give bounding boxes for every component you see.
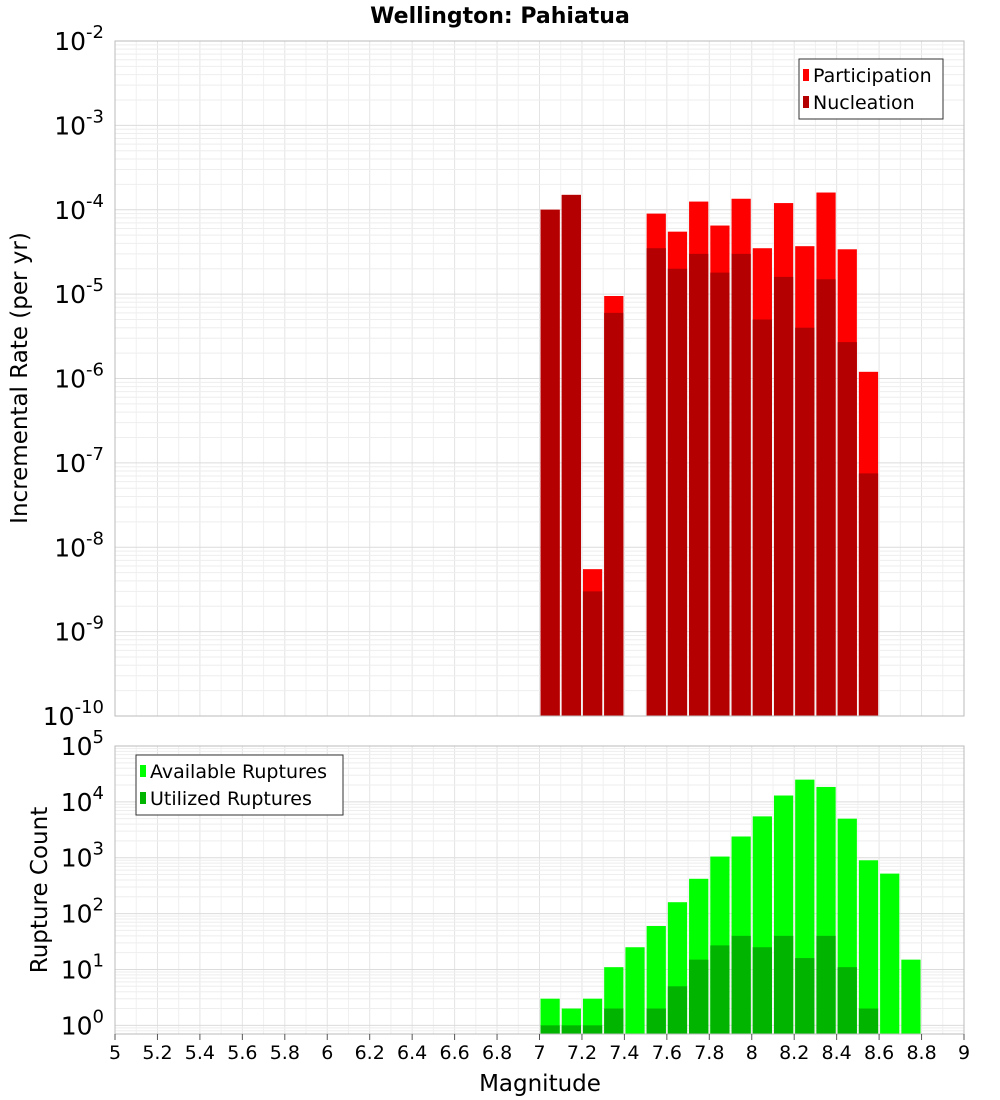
x-tick-label: 5.2 <box>142 1042 172 1064</box>
x-tick-label: 7.8 <box>694 1042 724 1064</box>
bottom-bar-utilized-ruptures <box>752 947 772 1034</box>
top-y-tick-label: 10-9 <box>54 613 104 647</box>
x-axis-ticks: 5 5.2 5.4 5.6 5.8 6 6.2 6.4 6.6 6.8 7 7.2 7.4 7.6 7.8 8… <box>109 1034 970 1064</box>
bottom-y-tick-label: 100 <box>61 1006 104 1040</box>
bottom-legend-swatch <box>140 765 146 777</box>
top-bar-nucleation <box>540 209 560 716</box>
bottom-bar-available-ruptures <box>540 998 560 1034</box>
bottom-y-tick-label: 104 <box>61 783 104 817</box>
bottom-legend <box>135 754 344 816</box>
top-y-tick-label: 10-6 <box>54 360 104 394</box>
top-y-tick-label: 10-5 <box>54 275 104 309</box>
bottom-bar-utilized-ruptures <box>858 1008 879 1034</box>
bottom-y-tick-label: 103 <box>61 839 104 873</box>
top-bar-nucleation <box>858 473 879 716</box>
top-bar-nucleation <box>816 279 836 716</box>
x-tick-label: 7 <box>533 1042 545 1064</box>
top-y-tick-label: 10-4 <box>54 191 104 225</box>
x-tick-label: 8.6 <box>864 1042 894 1064</box>
bottom-bar-utilized-ruptures <box>667 986 688 1034</box>
x-tick-label: 6.6 <box>439 1042 469 1064</box>
top-bar-nucleation <box>773 276 794 716</box>
top-bar-nucleation <box>837 342 857 716</box>
x-tick-label: 8 <box>746 1042 758 1064</box>
top-bar-nucleation <box>731 253 751 716</box>
top-bar-nucleation <box>795 327 815 716</box>
x-axis-label: Magnitude <box>479 1071 601 1097</box>
bottom-plot-area: 105 104 103 102 101 100 Available Ruptures Util… <box>61 727 965 1040</box>
top-legend-swatch <box>803 69 809 81</box>
bottom-bar-available-ruptures <box>582 998 603 1034</box>
x-tick-label: 5.4 <box>185 1042 215 1064</box>
bottom-bar-utilized-ruptures <box>710 945 730 1034</box>
top-bar-nucleation <box>689 253 709 716</box>
bottom-bar-utilized-ruptures <box>816 935 836 1034</box>
bottom-bar-utilized-ruptures <box>582 1025 603 1034</box>
top-bar-nucleation <box>582 591 603 716</box>
top-legend-label: Participation <box>813 65 932 87</box>
bottom-bar-utilized-ruptures <box>689 959 709 1034</box>
top-y-axis-label: Incremental Rate (per yr) <box>7 232 33 524</box>
x-tick-label: 8.4 <box>822 1042 852 1064</box>
bottom-bar-available-ruptures <box>625 947 645 1034</box>
bottom-bar-utilized-ruptures <box>795 958 815 1034</box>
top-y-tick-label: 10-10 <box>43 697 104 731</box>
top-bar-nucleation <box>710 272 730 716</box>
x-tick-label: 9 <box>958 1042 970 1064</box>
bottom-bar-utilized-ruptures <box>646 1008 666 1034</box>
bottom-bar-available-ruptures <box>901 959 921 1034</box>
top-bar-nucleation <box>752 319 772 716</box>
x-tick-label: 8.8 <box>906 1042 936 1064</box>
bottom-bar-available-ruptures <box>858 860 879 1034</box>
chart-title: Wellington: Pahiatua <box>370 4 630 29</box>
top-plot-border <box>114 40 965 717</box>
top-y-tick-label: 10-2 <box>54 22 104 56</box>
x-tick-label: 6.8 <box>482 1042 512 1064</box>
top-legend <box>798 58 944 120</box>
bottom-legend-label: Available Ruptures <box>150 761 327 783</box>
x-tick-label: 7.6 <box>652 1042 682 1064</box>
top-plot-area: 10-2 10-3 10-4 10-5 10-6 10-7 10-8 10-9 10-10 Par… <box>43 22 965 731</box>
x-tick-label: 7.2 <box>567 1042 597 1064</box>
x-tick-label: 5.8 <box>270 1042 300 1064</box>
bottom-y-axis-label: Rupture Count <box>27 807 53 973</box>
bottom-bar-available-ruptures <box>880 873 900 1034</box>
x-tick-label: 5 <box>109 1042 121 1064</box>
top-bar-nucleation <box>646 248 666 717</box>
top-legend-swatch <box>803 96 809 108</box>
bottom-y-tick-label: 101 <box>61 950 104 984</box>
bottom-bar-utilized-ruptures <box>731 935 751 1034</box>
x-tick-label: 5.6 <box>227 1042 257 1064</box>
bottom-bar-utilized-ruptures <box>773 935 794 1034</box>
bottom-bar-utilized-ruptures <box>837 967 857 1034</box>
top-bar-nucleation <box>667 268 688 716</box>
x-tick-label: 6 <box>321 1042 333 1064</box>
x-tick-label: 8.2 <box>779 1042 809 1064</box>
x-tick-label: 6.2 <box>355 1042 385 1064</box>
bottom-legend-label: Utilized Ruptures <box>150 788 312 810</box>
bottom-bar-utilized-ruptures <box>604 1008 624 1034</box>
top-bar-nucleation <box>561 194 581 716</box>
x-tick-label: 7.4 <box>609 1042 639 1064</box>
bottom-y-tick-label: 102 <box>61 895 104 929</box>
top-y-tick-label: 10-7 <box>54 444 104 478</box>
bottom-legend-swatch <box>140 792 146 804</box>
bottom-bar-utilized-ruptures <box>540 1025 560 1034</box>
top-y-tick-label: 10-8 <box>54 528 104 562</box>
top-legend-label: Nucleation <box>813 92 915 114</box>
top-bar-nucleation <box>604 312 624 716</box>
bottom-bar-available-ruptures <box>646 926 666 1034</box>
top-y-tick-label: 10-3 <box>54 106 104 140</box>
bottom-y-tick-label: 105 <box>61 727 104 761</box>
bottom-bar-utilized-ruptures <box>561 1025 581 1034</box>
x-tick-label: 6.4 <box>397 1042 427 1064</box>
